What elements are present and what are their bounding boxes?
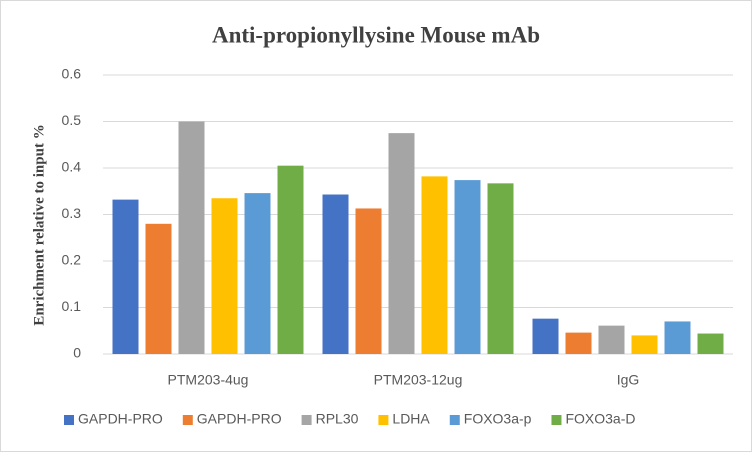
y-tick-label: 0.2 bbox=[62, 252, 82, 268]
legend-label: LDHA bbox=[392, 411, 430, 427]
bar bbox=[277, 165, 304, 354]
chart-title: Anti-propionyllysine Mouse mAb bbox=[212, 22, 540, 47]
y-tick-label: 0.1 bbox=[62, 298, 82, 314]
legend-label: FOXO3a-p bbox=[464, 411, 532, 427]
y-tick-label: 0.3 bbox=[62, 205, 82, 221]
bar bbox=[664, 321, 691, 354]
bar bbox=[244, 193, 271, 354]
y-tick-label: 0.4 bbox=[62, 159, 82, 175]
bar bbox=[112, 199, 139, 354]
legend-swatch bbox=[301, 415, 312, 425]
bar bbox=[532, 318, 559, 354]
legend-label: GAPDH-PRO bbox=[78, 411, 163, 427]
y-tick-label: 0.5 bbox=[62, 112, 82, 128]
legend-swatch bbox=[551, 415, 562, 425]
y-tick-label: 0 bbox=[73, 345, 81, 361]
y-tick-label: 0.6 bbox=[62, 66, 82, 82]
legend-swatch bbox=[64, 415, 74, 425]
bar bbox=[454, 180, 481, 354]
legend-label: GAPDH-PRO bbox=[197, 411, 282, 427]
legend-swatch bbox=[182, 415, 193, 425]
bar bbox=[487, 183, 514, 354]
x-tick-label: PTM203-12ug bbox=[374, 372, 463, 388]
x-tick-label: IgG bbox=[617, 372, 640, 388]
bar bbox=[388, 133, 415, 354]
bar bbox=[631, 335, 658, 354]
bar bbox=[211, 198, 238, 354]
legend-swatch bbox=[449, 415, 460, 425]
bar bbox=[697, 333, 724, 354]
legend-label: FOXO3a-D bbox=[565, 411, 635, 427]
bar bbox=[145, 223, 172, 354]
bar bbox=[355, 208, 382, 354]
legend-swatch bbox=[378, 415, 389, 425]
bar bbox=[598, 325, 625, 354]
x-tick-label: PTM203-4ug bbox=[168, 372, 249, 388]
bar bbox=[178, 121, 205, 354]
y-axis-title: Enrichment relative to input % bbox=[31, 124, 47, 325]
legend-label: RPL30 bbox=[316, 411, 359, 427]
bar bbox=[421, 176, 448, 354]
bar bbox=[322, 194, 349, 354]
bar bbox=[565, 332, 592, 354]
